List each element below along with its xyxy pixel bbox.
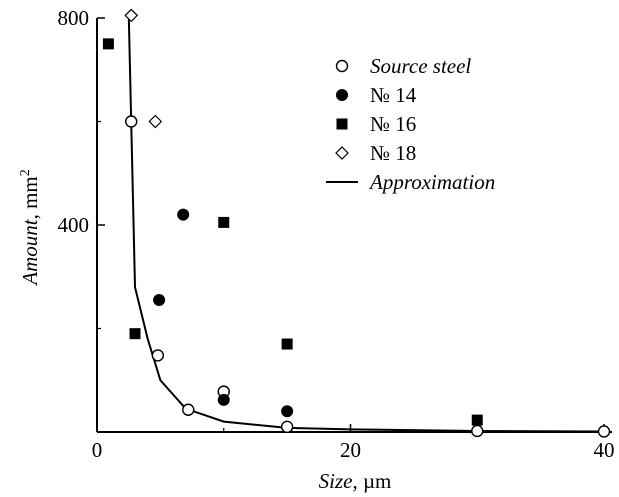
- legend-label: Approximation: [368, 170, 495, 194]
- data-point: [124, 8, 139, 23]
- data-point: [217, 393, 230, 406]
- data-point: [177, 208, 190, 221]
- legend: Source steel № 14 № 16 № 18 Approximation: [326, 54, 495, 194]
- data-point: [182, 403, 195, 416]
- data-point: [281, 405, 294, 418]
- data-point: [125, 115, 138, 128]
- approximation-line: [127, 12, 605, 433]
- legend-label: Source steel: [370, 54, 471, 78]
- axes: 0 20 40 400 800: [58, 6, 615, 462]
- data-point: [153, 294, 166, 307]
- data-point: [471, 414, 483, 426]
- legend-marker: [335, 59, 349, 73]
- data-point: [151, 349, 165, 362]
- x-tick-label: 0: [92, 438, 103, 462]
- data-point: [471, 424, 484, 438]
- legend-label: № 14: [370, 83, 417, 107]
- data-point: [280, 420, 294, 434]
- data-point: [218, 216, 230, 228]
- x-tick-label: 40: [594, 438, 615, 462]
- x-axis-label: Size, µm: [319, 469, 392, 493]
- legend-marker: [336, 118, 348, 130]
- y-tick-label: 400: [58, 213, 90, 237]
- legend-label: № 18: [370, 141, 416, 165]
- y-tick-label: 800: [58, 6, 90, 30]
- x-tick-label: 20: [340, 438, 361, 462]
- data-point: [281, 338, 293, 350]
- legend-marker: [335, 146, 349, 160]
- data-point: [597, 425, 611, 438]
- data-point: [148, 114, 163, 129]
- data-point: [129, 328, 141, 340]
- legend-label: № 16: [370, 112, 416, 136]
- legend-marker: [336, 89, 348, 101]
- y-axis-label: Amount, mm2: [18, 169, 42, 287]
- data-layer: [102, 8, 611, 438]
- data-point: [102, 38, 114, 50]
